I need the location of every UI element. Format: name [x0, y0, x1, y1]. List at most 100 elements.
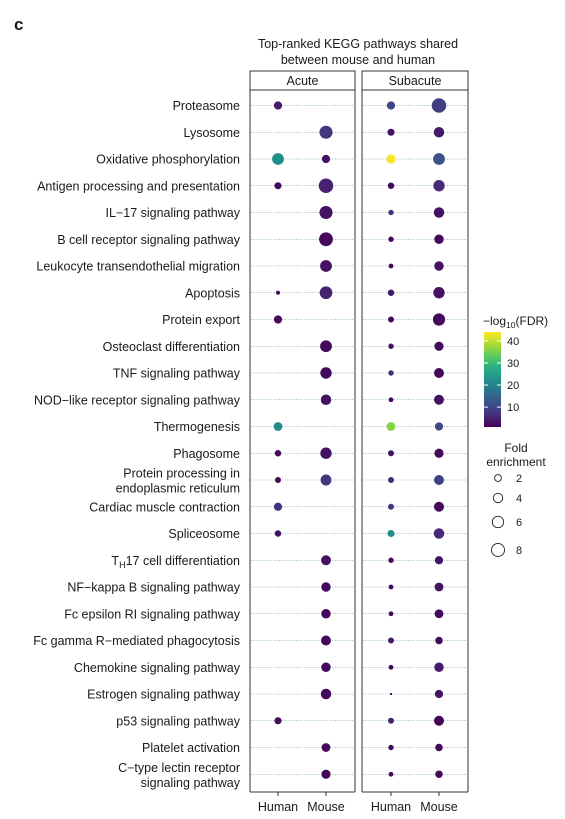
size-legend-label: 4 [516, 493, 522, 505]
data-point [433, 528, 445, 539]
data-point [386, 101, 396, 110]
color-legend-bar [484, 332, 501, 427]
data-point [433, 207, 445, 218]
chart-subtitle: between mouse and human [281, 53, 435, 67]
pathway-label: Cardiac muscle contraction [89, 500, 240, 514]
data-point [275, 477, 281, 483]
data-point [434, 234, 444, 244]
size-legend-label: 6 [516, 517, 522, 529]
data-point [388, 717, 394, 724]
data-point [274, 450, 282, 457]
data-point [273, 315, 283, 324]
data-point [319, 232, 333, 247]
pathway-label: NF−kappa B signaling pathway [67, 581, 240, 595]
size-legend-circle [494, 474, 502, 482]
pathway-label: Apoptosis [185, 286, 240, 300]
size-legend-title: Fold [504, 441, 527, 455]
data-point [388, 397, 394, 403]
data-point [434, 662, 444, 672]
data-point [434, 501, 444, 512]
data-point [321, 609, 331, 619]
data-point [274, 530, 282, 537]
color-legend: −log10(FDR) 10 20 30 40 [483, 314, 548, 427]
pathway-label: NOD−like receptor signaling pathway [34, 393, 241, 407]
data-point [433, 153, 445, 165]
data-point [388, 557, 394, 563]
pathway-label: Chemokine signaling pathway [74, 661, 241, 675]
pathway-label: Spliceosome [168, 527, 240, 541]
color-legend-tick-label: 10 [507, 402, 519, 414]
data-point [433, 180, 445, 192]
data-point [274, 717, 282, 725]
data-point [320, 367, 332, 379]
row-guide-lines [251, 105, 467, 775]
size-legend-circle [491, 515, 505, 529]
x-tick-label: Human [371, 800, 411, 814]
size-legend-label: 8 [516, 545, 522, 557]
size-legend-title: enrichment [486, 455, 546, 469]
data-point [434, 261, 444, 271]
data-point [321, 154, 331, 164]
data-point [386, 422, 396, 431]
pathway-label: Antigen processing and presentation [37, 179, 240, 193]
data-point [321, 555, 331, 566]
data-point [388, 343, 394, 349]
pathway-label: Thermogenesis [154, 420, 240, 434]
data-point [320, 394, 332, 405]
x-tick-label: Mouse [420, 800, 458, 814]
data-point [321, 662, 331, 672]
data-point [319, 286, 333, 300]
pathway-label: Protein processing in endoplasmic reticul… [116, 467, 240, 496]
data-point [321, 582, 331, 592]
pathway-labels: Proteasome Lysosome Oxidative phosphorylat… [33, 99, 240, 790]
pathway-label: Fc gamma R−mediated phagocytosis [33, 634, 240, 648]
panel-borders [249, 90, 469, 793]
size-legend-circle [492, 492, 504, 504]
data-point [435, 636, 443, 645]
data-point [434, 582, 444, 592]
size-legend-circle [491, 543, 505, 557]
data-point [273, 422, 283, 431]
color-legend-tick-label: 20 [507, 380, 519, 392]
data-point [434, 556, 444, 565]
color-legend-tick-label: 40 [507, 336, 519, 348]
data-point [320, 447, 332, 459]
pathway-label: Estrogen signaling pathway [87, 688, 241, 702]
data-point [434, 448, 444, 458]
data-point [388, 637, 394, 644]
pathway-label: TH17 cell differentiation [111, 554, 240, 570]
data-point [387, 289, 395, 296]
pathway-label: C−type lectin receptor signaling pathway [118, 761, 241, 790]
pathway-label: TNF signaling pathway [113, 367, 241, 381]
pathway-label: Lysosome [183, 126, 240, 140]
data-point [435, 743, 443, 752]
data-point [276, 290, 280, 295]
data-point [435, 770, 443, 779]
data-point [388, 584, 394, 590]
pathway-label: Phagosome [173, 447, 240, 461]
pathway-label: Protein export [162, 313, 240, 327]
data-point [388, 263, 394, 269]
data-point [434, 715, 444, 726]
size-legend-label: 2 [516, 473, 522, 485]
data-point [387, 182, 395, 189]
pathway-label: Oxidative phosphorylation [96, 153, 240, 167]
data-point [434, 341, 444, 351]
data-point [434, 689, 444, 699]
facet-strips: Acute Subacute [249, 70, 469, 91]
color-legend-title: −log10(FDR) [483, 314, 548, 330]
pathway-label: Platelet activation [142, 741, 240, 755]
pathway-label: Fc epsilon RI signaling pathway [64, 607, 241, 621]
data-point [432, 313, 446, 326]
pathway-label: B cell receptor signaling pathway [57, 233, 240, 247]
x-tick-label: Mouse [307, 800, 345, 814]
data-point [388, 370, 394, 376]
data-point [386, 154, 396, 164]
data-point [388, 450, 394, 457]
panel-label: c [14, 15, 23, 34]
color-legend-tick-label: 30 [507, 358, 519, 370]
data-point [273, 101, 283, 110]
data-point [274, 182, 282, 190]
facet-strip-subacute [361, 70, 469, 91]
